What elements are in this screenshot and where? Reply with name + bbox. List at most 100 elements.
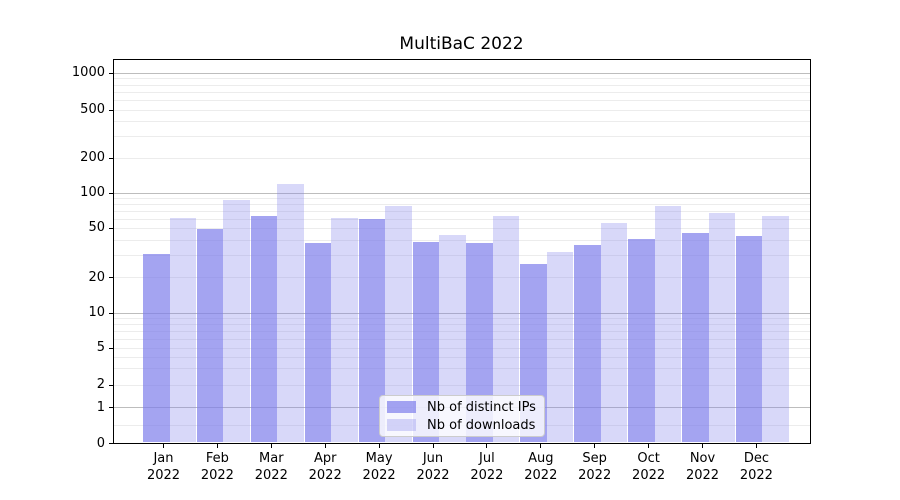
bar-nb-of-downloads-11 [708, 212, 735, 443]
gridline-y-60 [114, 218, 810, 220]
y-tick-mark-5 [109, 347, 113, 349]
x-tick-mark-11 [702, 444, 703, 448]
gridline-y-400 [114, 121, 810, 123]
legend: Nb of distinct IPs Nb of downloads [379, 395, 545, 437]
bar-nb-of-distinct-ips-1 [143, 254, 170, 443]
gridline-y-7 [114, 330, 810, 332]
y-tick-mark-1000 [109, 72, 113, 74]
bar-nb-of-distinct-ips-10 [628, 238, 655, 443]
y-tick-mark-200 [109, 157, 113, 159]
y-tick-label-100: 100 [80, 185, 105, 201]
x-tick-label-may: May 2022 [362, 451, 396, 483]
gridline-y-100 [114, 192, 810, 194]
x-tick-mark-5 [378, 444, 380, 448]
gridline-y-9 [114, 318, 810, 320]
bar-nb-of-distinct-ips-9 [574, 244, 601, 443]
gridline-y-600 [114, 99, 810, 101]
gridline-y-80 [114, 204, 810, 206]
y-tick-label-0: 0 [96, 435, 105, 451]
bar-nb-of-downloads-9 [600, 222, 628, 443]
gridline-y-6 [114, 338, 810, 340]
x-tick-mark-12 [755, 444, 757, 448]
gridline-y-1000 [114, 72, 810, 74]
x-tick-mark-6 [432, 444, 434, 448]
x-tick-mark-3 [270, 444, 272, 448]
y-tick-mark-20 [109, 277, 113, 279]
x-tick-mark-9 [594, 444, 596, 448]
gridline-y-500 [114, 109, 810, 111]
gridline-y-800 [114, 84, 810, 86]
gridline-y-700 [114, 91, 810, 93]
x-tick-label-aug: Aug 2022 [524, 451, 558, 483]
y-tick-label-1000: 1000 [71, 65, 105, 81]
x-tick-label-apr: Apr 2022 [308, 451, 342, 483]
bar-nb-of-downloads-2 [223, 199, 250, 443]
y-tick-mark-1 [109, 407, 113, 409]
bar-nb-of-downloads-1 [169, 218, 196, 443]
gridline-y-30 [114, 255, 810, 257]
y-tick-mark-100 [109, 192, 113, 194]
legend-item-downloads: Nb of downloads [387, 417, 537, 433]
x-tick-mark-2 [216, 444, 218, 448]
bar-nb-of-downloads-8 [546, 252, 574, 443]
y-tick-label-50: 50 [88, 220, 105, 236]
x-tick-label-feb: Feb 2022 [200, 451, 234, 483]
x-tick-label-sep: Sep 2022 [578, 451, 612, 483]
gridline-y-200 [114, 157, 810, 159]
x-tick-label-dec: Dec 2022 [739, 451, 773, 483]
x-tick-mark-8 [540, 444, 542, 448]
y-tick-mark-2 [109, 384, 113, 386]
bar-nb-of-distinct-ips-2 [196, 229, 224, 443]
plot-area: Nb of distinct IPs Nb of downloads [113, 59, 811, 444]
legend-label-distinct-ips: Nb of distinct IPs [427, 399, 536, 415]
gridline-y-20 [114, 277, 810, 279]
y-tick-label-500: 500 [80, 102, 105, 117]
gridline-y-10 [114, 312, 810, 314]
bar-nb-of-downloads-3 [277, 183, 304, 443]
y-tick-label-20: 20 [88, 269, 105, 285]
x-tick-mark-1 [163, 444, 164, 448]
y-tick-label-5: 5 [96, 340, 105, 356]
x-tick-label-nov: Nov 2022 [685, 451, 720, 483]
x-tick-label-jul: Jul 2022 [470, 451, 504, 483]
bar-nb-of-distinct-ips-3 [250, 215, 278, 443]
chart-title: MultiBaC 2022 [399, 34, 524, 54]
x-tick-mark-7 [486, 444, 488, 448]
gridline-y-40 [114, 239, 810, 241]
bar-nb-of-distinct-ips-11 [682, 232, 709, 443]
gridline-y-90 [114, 198, 810, 200]
gridline-y-2 [114, 384, 810, 386]
bar-nb-of-downloads-12 [762, 215, 789, 443]
x-tick-mark-10 [648, 444, 650, 448]
bar-nb-of-downloads-10 [654, 206, 682, 443]
gridline-y-8 [114, 324, 810, 326]
y-tick-label-1: 1 [96, 399, 105, 415]
gridline-y-300 [114, 136, 810, 138]
legend-swatch-downloads-icon [387, 419, 416, 431]
x-tick-label-mar: Mar 2022 [254, 451, 288, 483]
bar-nb-of-downloads-4 [331, 218, 358, 443]
x-tick-label-oct: Oct 2022 [632, 451, 666, 483]
legend-swatch-distinct-ips-icon [387, 401, 416, 413]
y-tick-label-10: 10 [88, 305, 105, 321]
y-tick-label-200: 200 [80, 150, 105, 166]
gridline-y-900 [114, 78, 810, 80]
x-tick-mark-4 [324, 444, 326, 448]
y-tick-mark-10 [109, 312, 113, 314]
gridline-y-70 [114, 210, 810, 212]
bar-nb-of-distinct-ips-4 [304, 243, 332, 443]
legend-item-distinct-ips: Nb of distinct IPs [387, 399, 537, 415]
x-tick-label-jan: Jan 2022 [146, 451, 181, 483]
y-tick-mark-0 [109, 443, 113, 444]
gridline-y-4 [114, 356, 810, 358]
gridline-y-5 [114, 347, 810, 349]
bar-nb-of-distinct-ips-12 [735, 236, 763, 443]
y-tick-mark-50 [109, 227, 113, 229]
gridline-y-3 [114, 368, 810, 370]
legend-label-downloads: Nb of downloads [427, 417, 536, 433]
y-tick-label-2: 2 [96, 377, 105, 392]
x-tick-label-jun: Jun 2022 [416, 451, 450, 483]
gridline-y-50 [114, 227, 810, 229]
y-tick-mark-500 [109, 109, 113, 111]
